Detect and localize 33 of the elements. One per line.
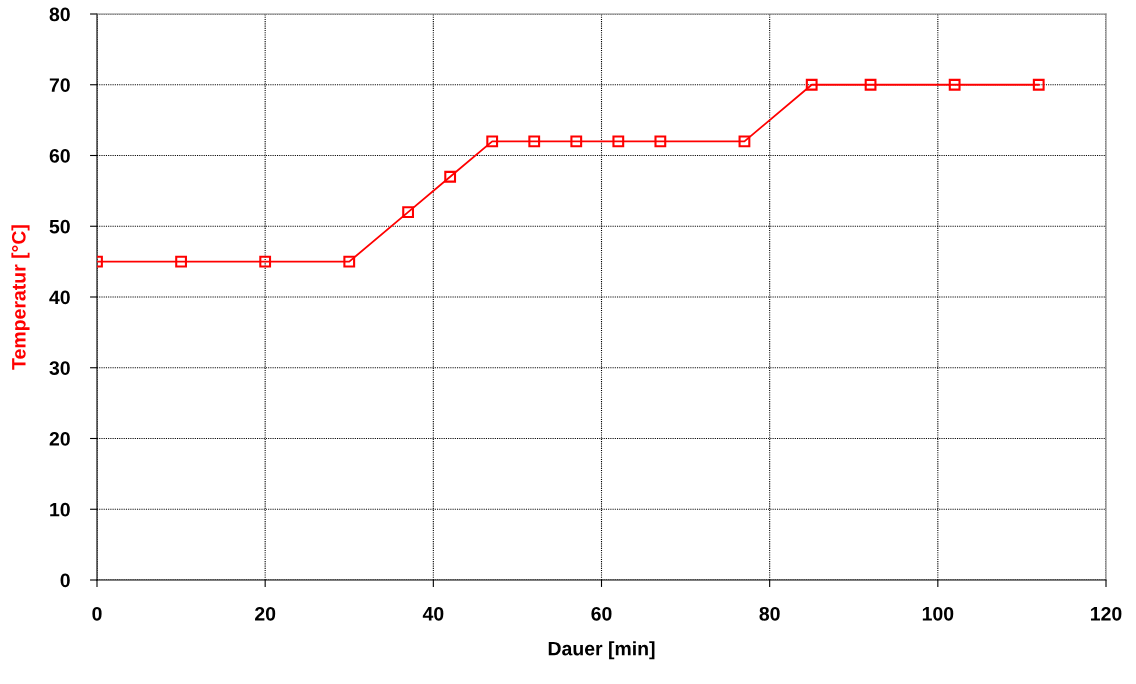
x-axis-title: Dauer [min]	[548, 641, 655, 660]
point	[654, 135, 667, 148]
y-tick-label: 0	[60, 573, 70, 588]
x-tick-label: 100	[922, 606, 954, 621]
point	[402, 206, 415, 218]
point	[612, 135, 625, 148]
y-axis-title: Temperatur [°C]	[11, 225, 30, 370]
x-tick-label: 80	[759, 606, 780, 621]
point	[1032, 78, 1045, 91]
x-tick-label: 0	[92, 606, 102, 621]
point	[175, 255, 187, 268]
x-tick-label: 120	[1091, 606, 1122, 621]
point	[343, 255, 356, 268]
y-tick-label: 50	[49, 219, 70, 234]
point	[805, 78, 818, 91]
point	[864, 78, 877, 91]
point	[570, 135, 583, 148]
x-tick-label: 60	[591, 606, 612, 621]
point	[738, 135, 751, 148]
y-tick-label: 60	[49, 148, 70, 163]
point	[486, 135, 499, 148]
point	[444, 170, 457, 183]
x-tick-label: 40	[422, 606, 444, 621]
point	[259, 255, 272, 268]
point	[528, 135, 541, 148]
x-tick-label: 20	[255, 606, 276, 621]
y-tick-label: 70	[49, 78, 70, 92]
y-tick-label: 20	[49, 431, 70, 446]
y-tick-label: 80	[49, 7, 70, 22]
y-tick-label: 30	[49, 361, 70, 376]
y-tick-label: 40	[49, 290, 70, 305]
point	[948, 78, 961, 91]
y-tick-label: 10	[50, 502, 70, 517]
